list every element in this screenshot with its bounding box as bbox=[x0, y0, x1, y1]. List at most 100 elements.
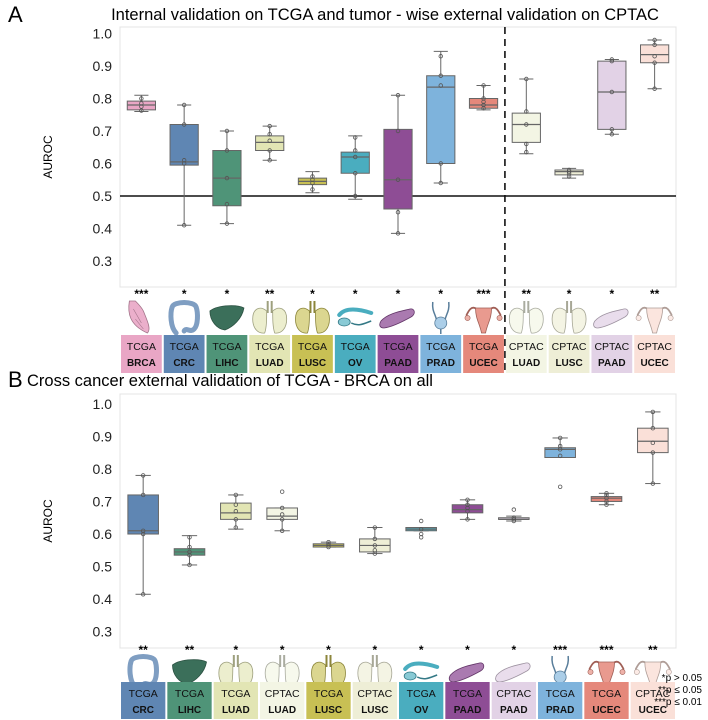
cohort-label: TCGA bbox=[453, 688, 482, 700]
data-point bbox=[372, 536, 378, 542]
y-tick-label: 0.3 bbox=[93, 624, 113, 640]
data-point bbox=[233, 492, 239, 498]
data-point bbox=[566, 169, 572, 174]
data-point bbox=[395, 93, 401, 98]
data-point bbox=[465, 517, 470, 522]
category-label-box bbox=[420, 335, 462, 373]
data-point bbox=[609, 57, 615, 62]
lung-icon bbox=[218, 655, 254, 688]
significance-marker: * bbox=[310, 287, 315, 301]
liver-icon bbox=[172, 659, 207, 685]
lung-icon bbox=[295, 301, 330, 334]
box-cptac-ucec bbox=[640, 37, 670, 91]
data-point bbox=[181, 158, 187, 163]
box-iqr bbox=[383, 128, 413, 210]
uterus-shape bbox=[475, 307, 492, 334]
liver-shape bbox=[172, 659, 207, 685]
cancer-label: LIHC bbox=[215, 358, 238, 369]
uterus-icon bbox=[633, 660, 672, 688]
data-point bbox=[279, 528, 285, 533]
data-point bbox=[372, 525, 378, 530]
data-point bbox=[566, 167, 572, 173]
data-point bbox=[604, 491, 609, 496]
panel-a-letter: A bbox=[8, 2, 23, 27]
ovary-right bbox=[619, 669, 626, 675]
cohort-label: TCGA bbox=[383, 341, 412, 353]
data-point bbox=[224, 201, 230, 207]
cohort-label: TCGA bbox=[255, 341, 284, 353]
significance-marker: ** bbox=[648, 643, 658, 657]
significance-marker: *** bbox=[477, 287, 491, 301]
box-tcga-brca bbox=[126, 94, 156, 113]
significance-marker: * bbox=[353, 287, 358, 301]
prostate-icon bbox=[431, 301, 450, 334]
cancer-label: OV bbox=[414, 705, 429, 716]
cohort-label: TCGA bbox=[170, 341, 199, 353]
cancer-label: LUSC bbox=[361, 705, 388, 716]
box-iqr bbox=[169, 124, 199, 166]
data-point bbox=[233, 525, 239, 530]
y-tick-label: 0.9 bbox=[93, 428, 113, 444]
data-point bbox=[609, 89, 615, 95]
trachea bbox=[325, 655, 332, 667]
box-tcga-prad bbox=[544, 435, 576, 490]
trachea bbox=[266, 301, 273, 313]
category-label-box bbox=[538, 682, 583, 719]
data-point bbox=[609, 127, 615, 132]
category-label-box bbox=[634, 335, 675, 373]
cohort-label: CPTAC bbox=[496, 688, 531, 700]
box-cptac-lusc bbox=[359, 525, 391, 556]
data-point bbox=[187, 549, 192, 555]
ovary-ligament bbox=[416, 674, 438, 680]
category-label-box bbox=[491, 682, 536, 719]
liver-icon bbox=[209, 305, 245, 331]
lung-lobe bbox=[295, 307, 310, 334]
significance-marker: * bbox=[465, 643, 470, 657]
category-label-box bbox=[121, 335, 162, 373]
data-point bbox=[233, 509, 239, 514]
lung-lobe bbox=[528, 307, 544, 334]
uterus-shape bbox=[646, 307, 664, 334]
data-point bbox=[310, 187, 315, 192]
uterus-icon bbox=[635, 306, 674, 334]
data-point bbox=[140, 528, 146, 533]
data-point bbox=[524, 149, 529, 155]
category-label-box bbox=[505, 335, 547, 373]
y-tick-label: 0.4 bbox=[93, 221, 113, 237]
data-point bbox=[267, 138, 272, 143]
box-cptac-lusc bbox=[554, 167, 584, 179]
data-point bbox=[609, 132, 615, 137]
cancer-label: LUAD bbox=[222, 705, 250, 716]
data-point bbox=[481, 83, 486, 88]
data-point bbox=[652, 37, 657, 43]
data-point bbox=[279, 512, 285, 517]
pancreas-icon bbox=[593, 308, 629, 329]
data-point bbox=[181, 223, 187, 228]
data-point bbox=[652, 42, 657, 48]
data-point bbox=[224, 175, 230, 181]
y-tick-label: 0.8 bbox=[93, 91, 113, 107]
data-point bbox=[511, 507, 517, 512]
data-point bbox=[139, 101, 144, 106]
data-point bbox=[650, 450, 656, 455]
box-cptac-luad bbox=[266, 489, 298, 533]
cohort-label: TCGA bbox=[407, 688, 436, 700]
box-tcga-ov bbox=[405, 518, 437, 540]
cohort-label: CPTAC bbox=[635, 688, 670, 700]
category-label-box bbox=[352, 682, 397, 719]
ovary-right bbox=[496, 315, 503, 321]
data-point bbox=[181, 102, 187, 108]
pancreas-icon bbox=[495, 662, 531, 683]
data-point bbox=[326, 539, 331, 545]
pancreas-icon bbox=[379, 308, 415, 329]
box-tcga-lihc bbox=[212, 128, 242, 226]
cancer-label: LUSC bbox=[315, 705, 342, 716]
legend-item: **p ≤ 0.05 bbox=[658, 685, 702, 696]
data-point bbox=[395, 128, 401, 134]
box-iqr bbox=[640, 44, 670, 64]
prostate-shape bbox=[434, 316, 448, 330]
data-point bbox=[353, 154, 358, 160]
cancer-label: LUSC bbox=[555, 358, 582, 369]
box-cptac-ucec bbox=[637, 409, 669, 486]
